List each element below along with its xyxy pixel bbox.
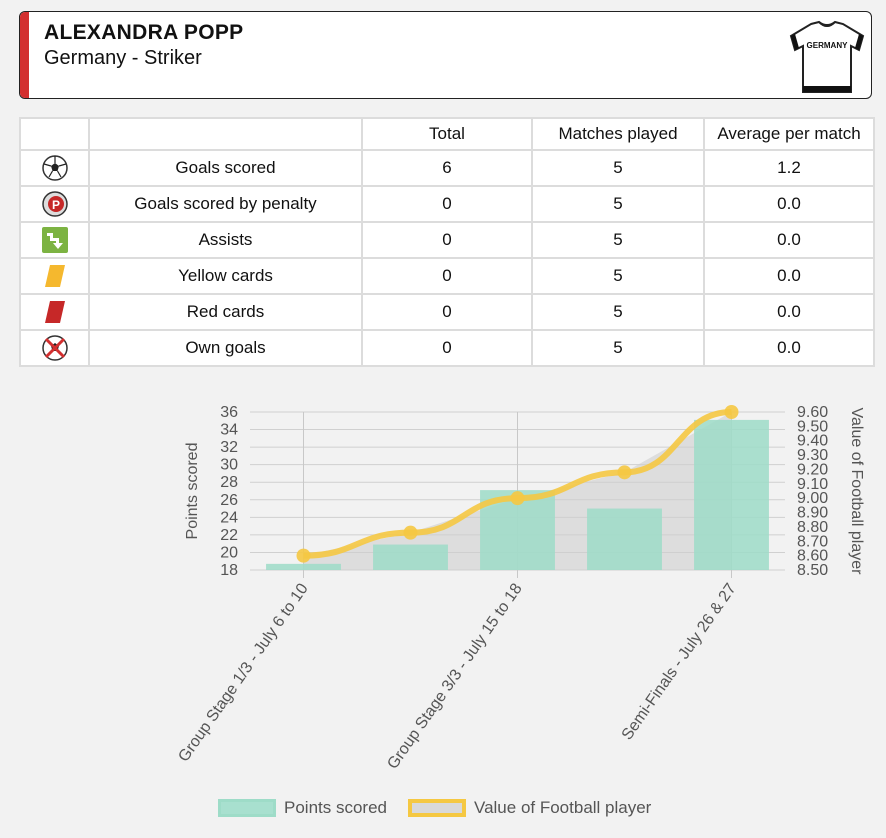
legend-label-value: Value of Football player	[474, 798, 652, 817]
y-tick-label: 30	[220, 457, 238, 474]
value-point	[510, 491, 525, 506]
x-tick-label: Group Stage 1/3 - July 6 to 10	[175, 580, 311, 765]
value-point	[724, 405, 739, 419]
row-total: 0	[361, 293, 533, 331]
value-point	[617, 465, 632, 480]
y-tick-label: 20	[220, 544, 238, 561]
legend-label-points: Points scored	[284, 798, 387, 817]
chart-legend: Points scored Value of Football player	[0, 790, 886, 826]
y2-tick-label: 8.80	[797, 519, 828, 536]
y2-tick-label: 9.00	[797, 490, 828, 507]
red-card-icon	[44, 301, 65, 323]
table-row: P Goals scored by penalty 0 5 0.0	[19, 185, 875, 223]
y2-tick-label: 9.50	[797, 418, 828, 435]
header-matches: Matches played	[531, 117, 705, 151]
y2-tick-label: 9.60	[797, 404, 828, 421]
row-label: Yellow cards	[88, 257, 363, 295]
table-row: Red cards 0 5 0.0	[19, 293, 875, 331]
y2-tick-label: 8.70	[797, 533, 828, 550]
y2-tick-label: 8.90	[797, 505, 828, 522]
y2-tick-label: 8.50	[797, 562, 828, 579]
y-tick-label: 36	[220, 404, 238, 421]
value-point	[296, 548, 311, 563]
legend-swatch-points	[218, 799, 276, 817]
header-icon-col	[19, 117, 90, 151]
table-row: Own goals 0 5 0.0	[19, 329, 875, 367]
row-average: 1.2	[703, 149, 875, 187]
y-tick-label: 34	[220, 422, 238, 439]
row-total: 0	[361, 329, 533, 367]
y2-axis-title: Value of Football player	[848, 408, 865, 576]
row-matches: 5	[531, 293, 705, 331]
row-matches: 5	[531, 185, 705, 223]
row-matches: 5	[531, 149, 705, 187]
legend-item-points[interactable]: Points scored	[218, 795, 387, 821]
soccer-ball-icon	[41, 155, 68, 181]
row-label: Goals scored by penalty	[88, 185, 363, 223]
yellow-card-icon	[44, 265, 65, 287]
player-subtitle: Germany - Striker	[44, 47, 202, 69]
penalty-icon: P	[41, 191, 68, 217]
x-tick-label: Semi-Finals - July 26 & 27	[619, 580, 740, 743]
x-tick-label: Group Stage 3/3 - July 15 to 18	[384, 580, 526, 772]
row-average: 0.0	[703, 293, 875, 331]
y2-tick-label: 8.60	[797, 548, 828, 565]
y-tick-label: 22	[220, 527, 238, 544]
row-total: 0	[361, 257, 533, 295]
row-average: 0.0	[703, 221, 875, 259]
row-total: 0	[361, 185, 533, 223]
row-average: 0.0	[703, 329, 875, 367]
row-label: Assists	[88, 221, 363, 259]
y-axis-title: Points scored	[184, 443, 201, 540]
y-tick-label: 26	[220, 492, 238, 509]
y-tick-label: 18	[220, 562, 238, 579]
row-average: 0.0	[703, 257, 875, 295]
row-label: Own goals	[88, 329, 363, 367]
y-tick-label: 28	[220, 474, 238, 491]
assist-icon	[41, 227, 68, 253]
jersey-text: GERMANY	[807, 41, 849, 50]
row-label: Goals scored	[88, 149, 363, 187]
row-matches: 5	[531, 221, 705, 259]
y-tick-label: 32	[220, 439, 238, 456]
y2-tick-label: 9.10	[797, 476, 828, 493]
jersey-icon: GERMANY	[789, 20, 865, 93]
table-row: Yellow cards 0 5 0.0	[19, 257, 875, 295]
row-average: 0.0	[703, 185, 875, 223]
row-total: 0	[361, 221, 533, 259]
value-point	[403, 525, 418, 540]
bar-points	[694, 419, 769, 570]
own-goal-icon	[41, 335, 68, 361]
accent-bar	[20, 12, 29, 98]
bar-points	[587, 508, 662, 570]
row-label: Red cards	[88, 293, 363, 331]
y2-tick-label: 9.40	[797, 433, 828, 450]
y2-tick-label: 9.30	[797, 447, 828, 464]
player-name: ALEXANDRA POPP	[44, 21, 244, 44]
legend-swatch-value	[408, 799, 466, 817]
table-header-row: Total Matches played Average per match	[19, 117, 875, 151]
y2-tick-label: 9.20	[797, 461, 828, 478]
player-header: ALEXANDRA POPP Germany - Striker GERMANY	[19, 11, 872, 99]
y-tick-label: 24	[220, 509, 238, 526]
row-matches: 5	[531, 257, 705, 295]
header-label-col	[88, 117, 363, 151]
legend-item-value[interactable]: Value of Football player	[408, 795, 651, 821]
header-average: Average per match	[703, 117, 875, 151]
row-total: 6	[361, 149, 533, 187]
bar-points	[266, 563, 341, 570]
header-total: Total	[361, 117, 533, 151]
svg-text:P: P	[51, 198, 59, 212]
row-matches: 5	[531, 329, 705, 367]
bar-points	[373, 544, 448, 570]
stats-table: Total Matches played Average per match G…	[19, 117, 875, 367]
table-row: Assists 0 5 0.0	[19, 221, 875, 259]
table-row: Goals scored 6 5 1.2	[19, 149, 875, 187]
